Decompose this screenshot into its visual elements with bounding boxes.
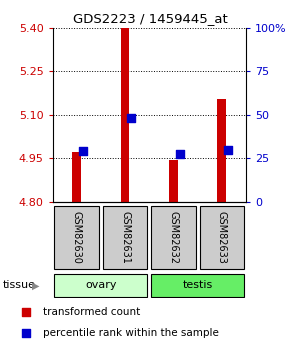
- Text: GDS2223 / 1459445_at: GDS2223 / 1459445_at: [73, 12, 227, 25]
- FancyBboxPatch shape: [103, 206, 147, 269]
- Text: GSM82633: GSM82633: [217, 211, 227, 264]
- Text: transformed count: transformed count: [43, 307, 140, 317]
- Text: GSM82630: GSM82630: [72, 211, 82, 264]
- FancyBboxPatch shape: [151, 274, 244, 297]
- Text: ovary: ovary: [85, 280, 117, 290]
- Text: testis: testis: [182, 280, 213, 290]
- Bar: [218, 99, 226, 202]
- Text: tissue: tissue: [3, 280, 36, 290]
- Bar: [72, 152, 81, 202]
- Text: GSM82632: GSM82632: [168, 211, 178, 264]
- Point: [226, 147, 230, 153]
- FancyBboxPatch shape: [54, 274, 147, 297]
- FancyBboxPatch shape: [200, 206, 244, 269]
- Bar: [169, 160, 178, 202]
- Point: [80, 148, 85, 154]
- Point: [177, 151, 182, 156]
- FancyBboxPatch shape: [54, 206, 99, 269]
- Bar: [121, 28, 129, 202]
- FancyBboxPatch shape: [151, 206, 196, 269]
- Text: ▶: ▶: [32, 280, 39, 290]
- Text: percentile rank within the sample: percentile rank within the sample: [43, 328, 218, 338]
- Point: [251, 51, 256, 56]
- Text: GSM82631: GSM82631: [120, 211, 130, 264]
- Point: [129, 115, 134, 120]
- Point: [251, 244, 256, 249]
